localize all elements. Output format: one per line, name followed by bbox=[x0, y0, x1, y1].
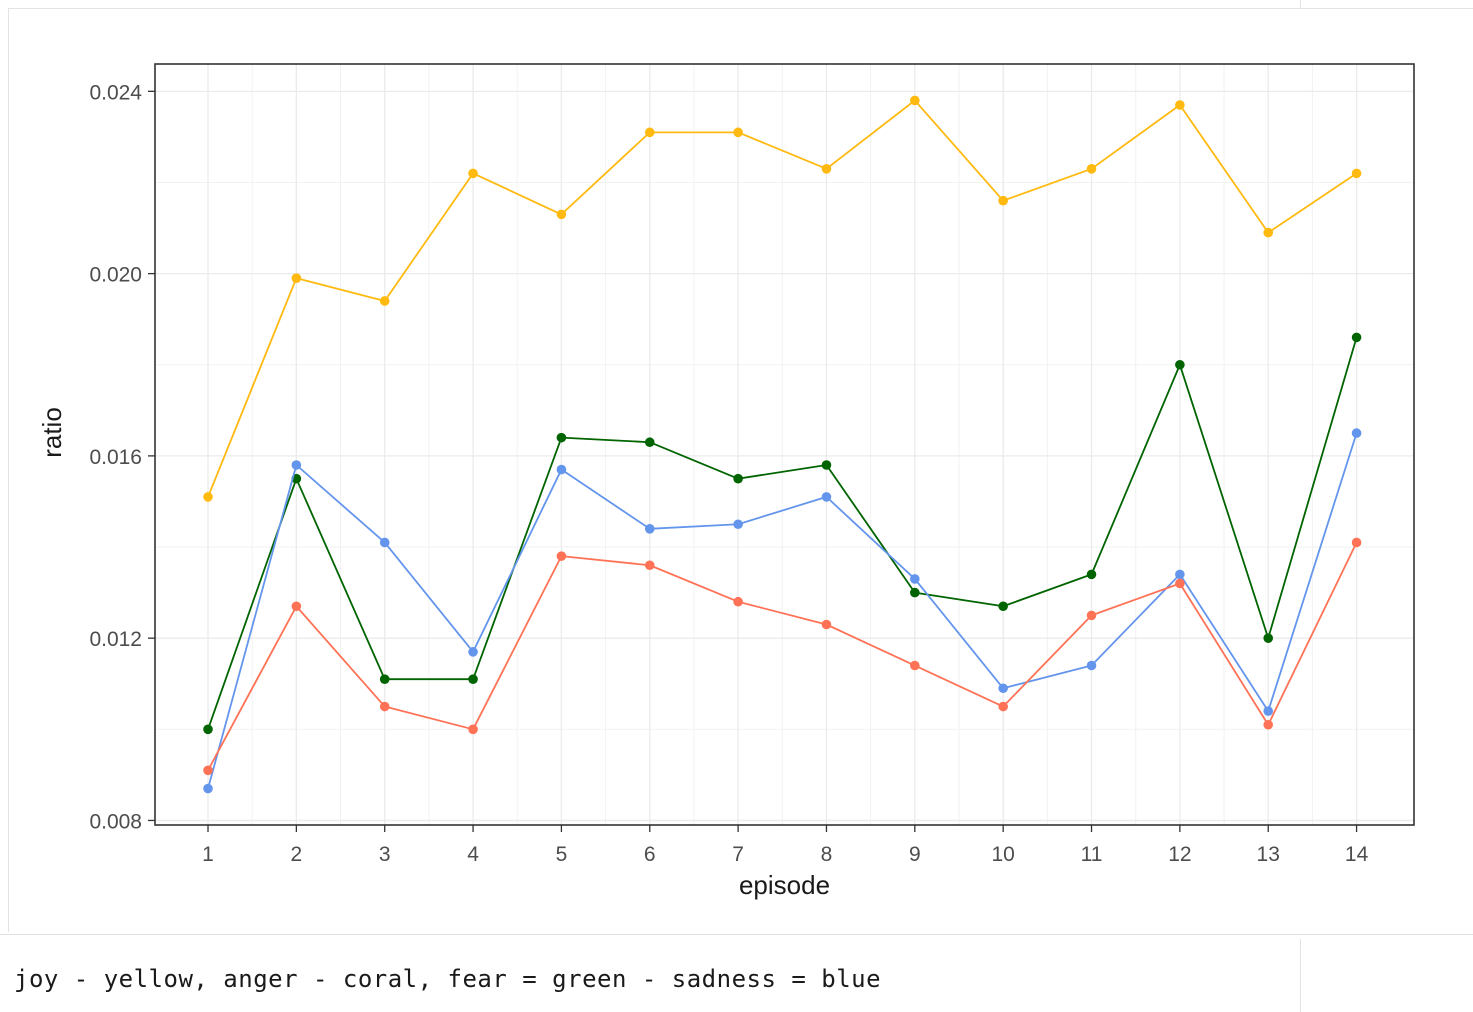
data-point bbox=[733, 473, 743, 484]
series-line-1 bbox=[207, 99, 1358, 498]
x-tick-label: 8 bbox=[821, 843, 833, 866]
data-point bbox=[379, 701, 390, 712]
y-tick-label: 0.008 bbox=[89, 810, 142, 833]
data-point bbox=[644, 524, 655, 534]
x-tick-label: 2 bbox=[291, 843, 303, 866]
line-chart: 1 2 3 4 5 6 7 8 9 10 11 12 13 140.0080.0120.0160.0200… bbox=[37, 63, 1415, 900]
data-point bbox=[468, 674, 478, 684]
data-point bbox=[644, 127, 655, 138]
y-tick-label: 0.024 bbox=[89, 81, 142, 104]
data-point bbox=[556, 464, 567, 475]
data-point bbox=[291, 460, 302, 470]
x-tick-label: 6 bbox=[644, 843, 656, 866]
data-point bbox=[1086, 164, 1097, 174]
x-tick-label: 3 bbox=[379, 843, 391, 866]
data-point bbox=[556, 432, 567, 443]
data-point bbox=[468, 724, 478, 735]
data-point bbox=[1263, 227, 1274, 238]
caption-text: joy - yellow, anger - coral, fear = gree… bbox=[14, 965, 882, 993]
data-point bbox=[291, 601, 302, 612]
data-point bbox=[644, 437, 655, 448]
data-point bbox=[1175, 100, 1185, 110]
plot-panel-background bbox=[155, 64, 1414, 825]
data-point bbox=[998, 601, 1008, 612]
data-point bbox=[1175, 578, 1185, 589]
data-point bbox=[821, 619, 832, 630]
data-point bbox=[468, 647, 478, 657]
grid-lines bbox=[155, 64, 1414, 825]
data-point bbox=[910, 660, 920, 671]
cell-divider bbox=[1300, 939, 1301, 1012]
data-point bbox=[1351, 168, 1362, 179]
data-point bbox=[203, 783, 213, 794]
x-tick-label: 7 bbox=[732, 843, 744, 866]
data-point bbox=[468, 168, 478, 179]
x-tick-label: 12 bbox=[1168, 843, 1191, 866]
x-tick-label: 4 bbox=[467, 843, 479, 866]
data-point bbox=[821, 492, 832, 502]
x-tick-label: 1 bbox=[202, 843, 214, 866]
x-axis-title: episode bbox=[739, 870, 830, 900]
x-tick-label: 5 bbox=[556, 843, 568, 866]
data-point bbox=[291, 273, 302, 283]
chart-output-cell: 1 2 3 4 5 6 7 8 9 10 11 12 13 14 0.008 0.012 0.016 0.020 0… bbox=[8, 8, 1473, 932]
data-point bbox=[1351, 537, 1362, 548]
data-point bbox=[644, 560, 655, 571]
data-point bbox=[998, 701, 1008, 712]
data-point bbox=[733, 127, 743, 138]
data-point bbox=[556, 551, 567, 561]
data-point bbox=[910, 95, 920, 106]
data-point bbox=[1263, 706, 1274, 716]
data-point bbox=[1175, 569, 1185, 580]
x-tick-label: 14 bbox=[1345, 843, 1369, 866]
data-point bbox=[733, 519, 743, 530]
x-tick-label: 10 bbox=[991, 843, 1014, 866]
x-tick-label: 9 bbox=[909, 843, 921, 866]
data-point bbox=[998, 195, 1008, 206]
data-point bbox=[1263, 633, 1274, 643]
data-point bbox=[733, 596, 743, 607]
data-point bbox=[1351, 332, 1362, 343]
x-tick-label: 11 bbox=[1081, 843, 1103, 866]
data-point bbox=[1263, 719, 1274, 730]
data-point bbox=[203, 724, 213, 735]
data-point bbox=[203, 765, 213, 776]
data-point bbox=[1086, 660, 1097, 671]
data-point bbox=[1086, 610, 1097, 621]
y-tick-label: 0.012 bbox=[89, 628, 142, 651]
series-line-2 bbox=[207, 337, 1358, 730]
data-point bbox=[379, 296, 390, 306]
data-point bbox=[379, 674, 390, 684]
data-point bbox=[821, 460, 832, 470]
y-axis-title: ratio bbox=[37, 407, 67, 458]
y-tick-label: 0.016 bbox=[89, 446, 142, 469]
axes: 1 2 3 4 5 6 7 8 9 10 11 12 13 140.0080.0120.0160.0200… bbox=[89, 81, 1368, 866]
data-point bbox=[910, 587, 920, 598]
plot-panel-border bbox=[154, 63, 1415, 826]
series-line-4 bbox=[207, 542, 1358, 771]
data-point bbox=[1175, 359, 1185, 370]
data-point bbox=[998, 683, 1008, 694]
data-point bbox=[1086, 569, 1097, 580]
series-lines bbox=[203, 95, 1362, 794]
markdown-cell[interactable]: joy - yellow, anger - coral, fear = gree… bbox=[0, 934, 1473, 1012]
data-point bbox=[379, 537, 390, 548]
data-point bbox=[203, 492, 213, 502]
data-point bbox=[556, 209, 567, 220]
cell-divider-top bbox=[1300, 0, 1301, 8]
data-point bbox=[1351, 428, 1362, 438]
data-point bbox=[821, 164, 832, 174]
y-tick-label: 0.020 bbox=[89, 264, 142, 287]
x-tick-label: 13 bbox=[1257, 843, 1280, 866]
data-point bbox=[910, 574, 920, 584]
